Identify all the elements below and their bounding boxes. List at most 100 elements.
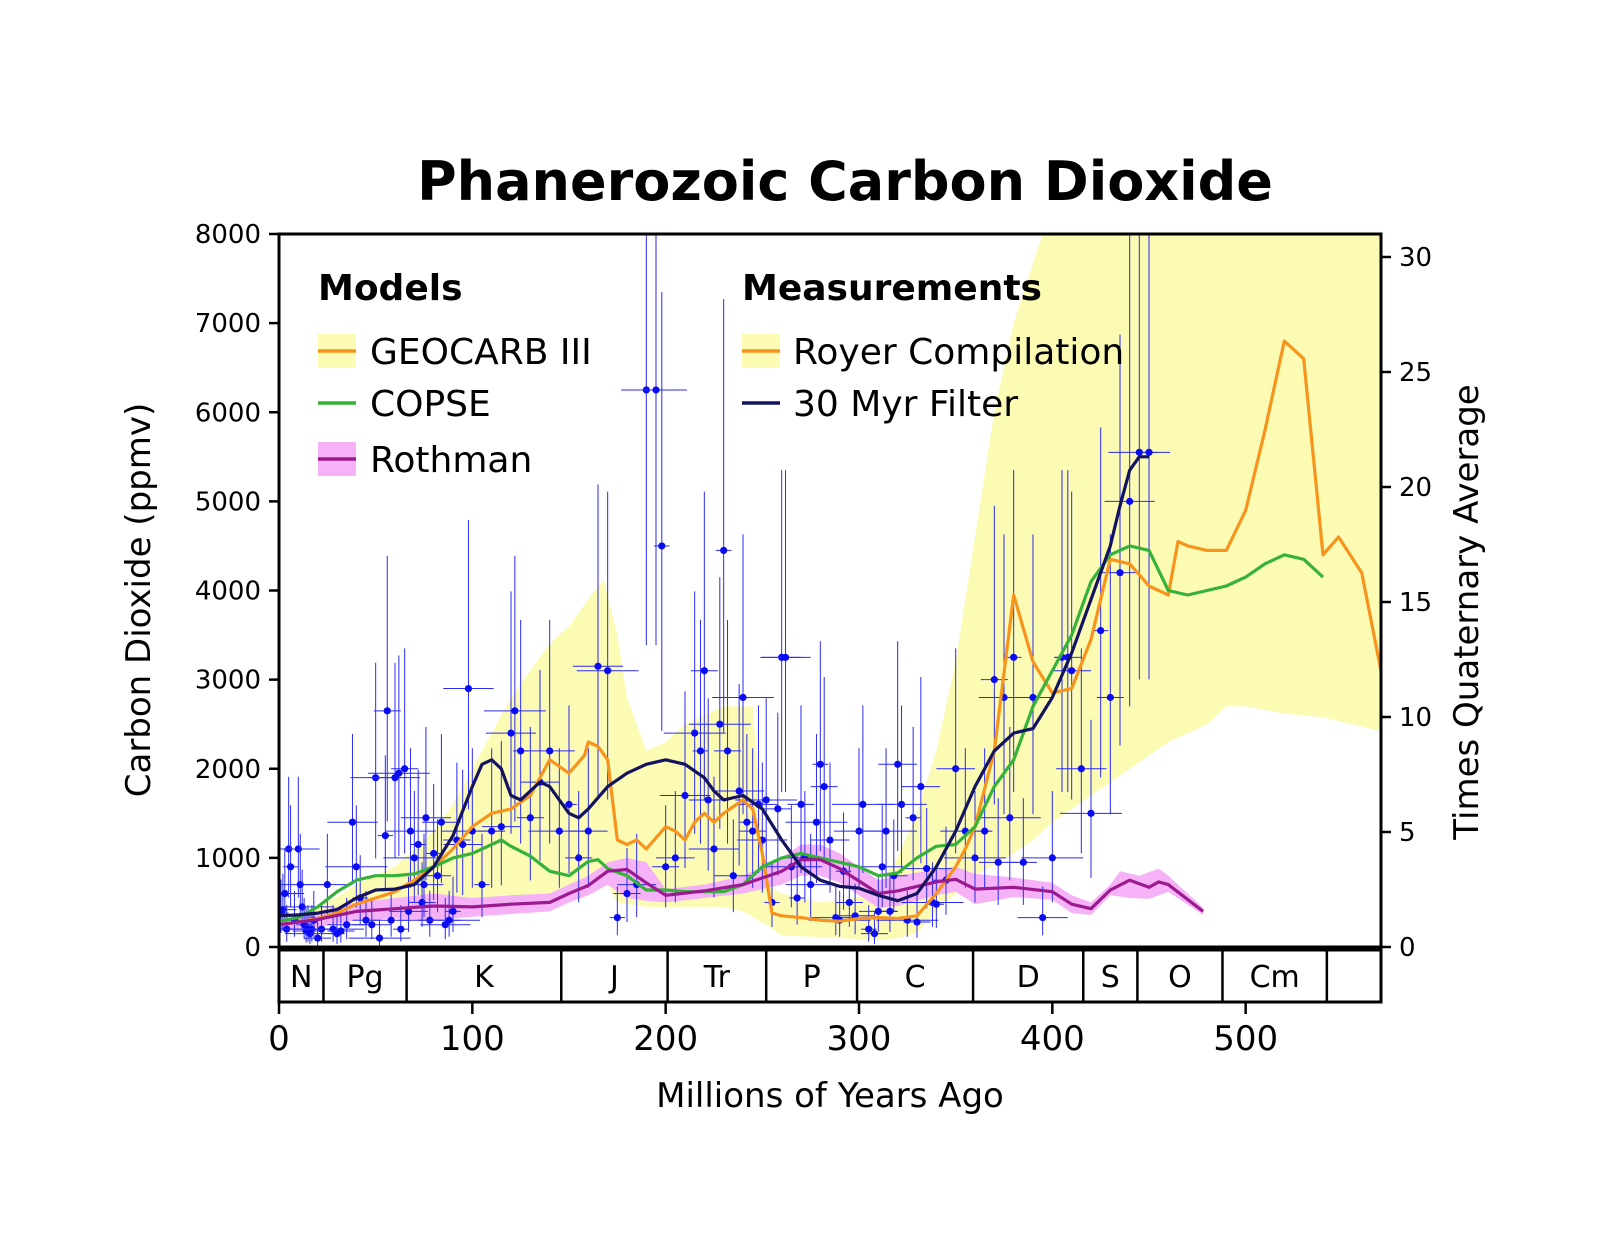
period-label: N [290,960,312,995]
y-tick-label: 7000 [195,309,261,339]
royer-point [789,855,805,925]
royer-point-marker [433,872,442,880]
royer-point-marker [1019,858,1027,866]
royer-point [282,805,299,908]
legend: Models Measurements GEOCARB III COPSE Ro… [318,268,1124,481]
y2-tick-label: 5 [1399,818,1416,848]
royer-point-marker [584,827,592,835]
royer-point-marker [952,765,960,773]
royer-point-marker [478,881,486,889]
royer-point-marker [488,827,496,835]
royer-point [478,748,506,888]
royer-point-marker [704,796,712,804]
royer-point-marker [1087,809,1095,817]
royer-point-marker [348,818,357,826]
royer-point [325,805,388,908]
period-strip: N Pg K J Tr P C D S O Cm [277,948,1383,1004]
royer-point [1096,534,1124,815]
royer-point [688,776,740,898]
royer-point [714,619,742,844]
royer-point [688,577,751,829]
royer-point-marker [397,925,405,933]
royer-point-marker [381,831,389,840]
royer-point-marker [575,854,583,862]
royer-point-marker [594,662,602,670]
royer-point [714,684,765,866]
y-tick-label: 3000 [195,666,261,696]
royer-point-marker [395,769,403,777]
royer-point-marker [735,787,743,795]
legend-measurements-heading: Measurements [742,268,1042,309]
x-tick-label: 400 [1020,1019,1085,1059]
royer-point-marker [1048,854,1056,862]
royer-point-marker [882,827,890,835]
royer-point-marker [1029,693,1037,702]
royer-point-marker [368,921,376,929]
royer-point-marker [337,927,345,935]
period-label: Tr [703,960,731,995]
royer-point-marker [281,889,289,898]
royer-point-marker [401,765,409,773]
royer-point [391,648,419,854]
royer-point-marker [878,863,886,871]
royer-point [565,791,593,903]
royer-point-marker [546,747,554,755]
royer-point [690,491,718,800]
x-tick-label: 200 [633,1019,698,1059]
y-tick-label: 8000 [195,220,261,250]
royer-point [978,726,1041,881]
royer-point [1052,491,1091,800]
royer-point-marker [445,916,453,924]
royer-point [443,769,482,896]
royer-point [410,769,426,896]
royer-point-marker [894,760,902,768]
period-label: O [1168,960,1192,995]
royer-point-marker [414,840,422,849]
royer-point [876,705,927,874]
royer-point [654,291,670,731]
period-label: Cm [1250,960,1300,995]
royer-point-marker [739,693,747,702]
series-line-30-myr-filter [279,455,1149,918]
royer-point-marker [343,921,351,929]
y2-tick-label: 25 [1399,358,1432,388]
royer-point-marker [816,760,824,768]
royer-point [812,641,829,851]
royer-point-marker [812,818,821,826]
royer-point-marker [375,934,384,942]
royer-point-marker [294,845,302,853]
royer-point-marker [981,827,989,835]
royer-point-marker [691,729,699,737]
royer-point-marker [418,898,426,907]
royer-point [483,555,546,822]
royer-point-marker [507,729,515,737]
series-lines-layer [279,339,1381,927]
royer-point-marker [762,796,770,804]
royer-point-marker [383,707,391,715]
royer-point-marker [406,827,415,835]
royer-point [569,748,608,888]
royer-point-marker [971,854,979,862]
royer-point-marker [1006,814,1014,822]
royer-point [905,726,921,881]
royer-point-marker [723,747,732,755]
royer-point-marker [923,864,931,873]
royer-point-marker [870,930,879,938]
period-label: K [474,960,495,995]
left-axis: 0 1000 2000 3000 4000 5000 6000 7000 8000 [195,220,279,963]
x-tick-label: 0 [268,1019,290,1059]
royer-point-marker [749,827,757,835]
royer-point-marker [874,907,882,915]
royer-point-marker [1039,913,1047,922]
royer-point-marker [859,800,867,809]
x-axis-title: Millions of Years Ago [656,1076,1004,1116]
x-tick-label: 500 [1213,1019,1278,1059]
royer-point-marker [613,913,621,922]
royer-point-marker [909,814,917,822]
royer-point [944,791,1006,903]
royer-point [712,534,774,815]
royer-point [367,655,430,856]
bottom-axis: 0 100 200 300 400 500 [268,1002,1278,1059]
royer-point [1021,791,1084,903]
